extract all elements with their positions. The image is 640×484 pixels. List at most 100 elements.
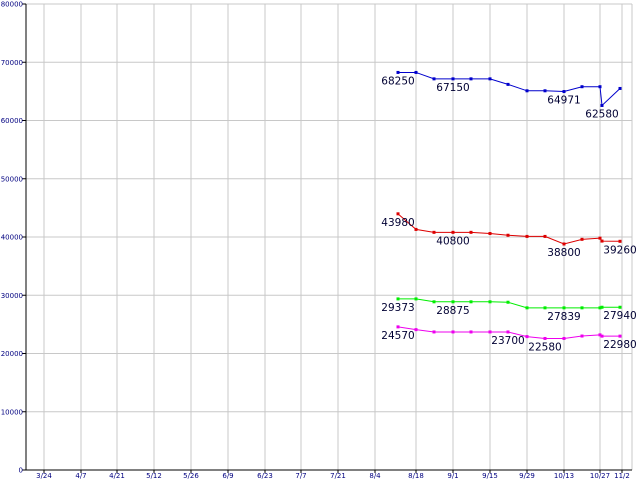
y-tick-label: 80000 <box>1 1 23 9</box>
data-label: 67150 <box>436 82 469 94</box>
data-point <box>600 103 604 107</box>
data-point <box>580 85 584 89</box>
y-tick-labels: 0 10000 20000 30000 40000 50000 60000 70000 8000… <box>1 1 23 475</box>
y-tick-label: 10000 <box>1 408 23 416</box>
data-point <box>598 85 602 89</box>
y-tick-label: 70000 <box>1 59 23 67</box>
data-point <box>600 239 604 243</box>
data-label: 28875 <box>436 305 469 317</box>
data-label: 40800 <box>436 235 469 247</box>
data-label: 29373 <box>381 302 414 314</box>
data-point <box>580 306 584 310</box>
data-point <box>451 330 455 334</box>
y-tick-label: 40000 <box>1 234 23 242</box>
y-tick-label: 50000 <box>1 175 23 183</box>
data-point <box>525 89 529 93</box>
x-tick-label: 4/21 <box>109 472 125 480</box>
data-label: 27839 <box>547 311 580 323</box>
data-point <box>618 305 622 309</box>
series-line-0 <box>398 71 621 107</box>
data-point <box>618 86 622 90</box>
x-tick-label: 7/7 <box>295 472 306 480</box>
data-point <box>600 334 604 338</box>
data-label: 24570 <box>381 330 414 342</box>
data-point <box>543 336 547 340</box>
x-tick-label: 9/29 <box>519 472 535 480</box>
series-line-3 <box>397 326 620 339</box>
data-point <box>488 77 492 81</box>
data-point <box>432 330 436 334</box>
data-point <box>543 89 547 93</box>
x-tick-label: 5/12 <box>146 472 162 480</box>
data-point <box>414 70 418 74</box>
data-labels: 68250 67150 64971 62580 43980 40800 38800 39260… <box>381 75 636 353</box>
data-label: 22580 <box>528 341 561 353</box>
series-lines <box>396 70 622 340</box>
data-point <box>543 306 547 310</box>
grid <box>26 3 633 470</box>
data-point <box>598 306 602 310</box>
data-point <box>506 233 510 237</box>
data-point <box>580 237 584 241</box>
data-label: 68250 <box>381 75 414 87</box>
data-point <box>451 77 455 81</box>
data-point <box>562 306 566 310</box>
data-label: 43980 <box>381 217 414 229</box>
data-point <box>469 230 473 234</box>
data-point <box>414 328 418 332</box>
data-label: 38800 <box>547 247 580 259</box>
data-point <box>525 234 529 238</box>
data-point <box>598 236 602 240</box>
data-label: 39260 <box>603 244 636 256</box>
data-point <box>432 230 436 234</box>
data-label: 27940 <box>603 310 636 322</box>
y-tick-label: 30000 <box>1 292 23 300</box>
data-point <box>396 70 400 74</box>
data-point <box>451 230 455 234</box>
data-label: 23700 <box>491 335 524 347</box>
data-label: 62580 <box>585 108 618 120</box>
x-tick-label: 11/2 <box>614 472 630 480</box>
x-tick-label: 10/27 <box>590 472 610 480</box>
x-tick-label: 3/24 <box>36 472 52 480</box>
data-point <box>469 300 473 304</box>
x-tick-label: 6/9 <box>222 472 233 480</box>
data-point <box>488 232 492 236</box>
axes <box>22 3 632 473</box>
data-point <box>451 300 455 304</box>
data-point <box>506 300 510 304</box>
data-point <box>506 330 510 334</box>
x-tick-label: 6/23 <box>257 472 273 480</box>
x-tick-label: 5/26 <box>183 472 199 480</box>
data-label: 22980 <box>603 339 636 351</box>
data-point <box>432 300 436 304</box>
x-tick-label: 9/15 <box>482 472 498 480</box>
data-point <box>562 242 566 246</box>
data-point <box>525 306 529 310</box>
data-point <box>543 234 547 238</box>
x-tick-label: 8/18 <box>408 472 424 480</box>
x-tick-label: 7/21 <box>330 472 346 480</box>
data-point <box>618 334 622 338</box>
data-point <box>618 239 622 243</box>
data-point <box>600 305 604 309</box>
data-point <box>396 297 400 301</box>
data-point <box>414 227 418 231</box>
data-point <box>506 82 510 86</box>
data-label: 64971 <box>547 95 580 107</box>
data-point <box>469 77 473 81</box>
data-point <box>525 335 529 339</box>
x-tick-labels: 3/24 4/7 4/21 5/12 5/26 6/9 6/23 7/7 7/21 8/4 8/18… <box>36 472 630 480</box>
x-tick-label: 8/4 <box>369 472 381 480</box>
data-point <box>396 212 400 216</box>
x-tick-label: 10/13 <box>554 472 574 480</box>
data-point <box>580 334 584 338</box>
data-point <box>414 297 418 301</box>
data-point <box>396 325 400 329</box>
series-line-1 <box>397 213 621 245</box>
data-point <box>562 90 566 94</box>
data-point <box>432 77 436 81</box>
data-point <box>562 336 566 340</box>
